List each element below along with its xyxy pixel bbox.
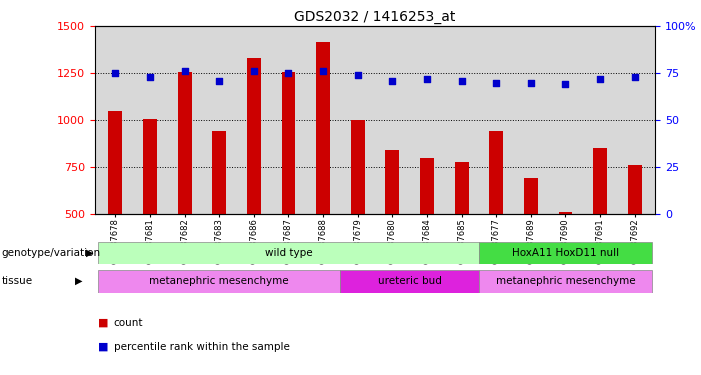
Point (283, 70, 294, 76)
Bar (247, 58, 261, 214)
Point (629, 74, 640, 80)
Bar (350, 120, 365, 214)
Bar (420, 158, 434, 214)
Bar (489, 131, 503, 214)
Point (387, 78, 398, 84)
Bar (479, 242, 652, 264)
Bar (143, 119, 157, 214)
Bar (282, 72, 295, 214)
Text: count: count (114, 318, 143, 327)
Text: HoxA11 HoxD11 null: HoxA11 HoxD11 null (512, 248, 619, 258)
Bar (593, 148, 607, 214)
Text: tissue: tissue (1, 276, 32, 286)
Point (179, 68, 190, 74)
Bar (98, 270, 341, 292)
Point (248, 68, 259, 74)
Point (421, 76, 433, 82)
Text: percentile rank within the sample: percentile rank within the sample (114, 342, 290, 352)
Bar (109, 111, 123, 214)
Bar (178, 72, 191, 214)
Point (491, 80, 502, 86)
Bar (524, 178, 538, 214)
Point (560, 81, 571, 87)
Title: GDS2032 / 1416253_at: GDS2032 / 1416253_at (294, 10, 456, 24)
Bar (316, 42, 330, 214)
Text: metanephric mesenchyme: metanephric mesenchyme (149, 276, 289, 286)
Point (352, 72, 363, 78)
Text: ureteric bud: ureteric bud (378, 276, 442, 286)
Text: ■: ■ (98, 342, 109, 352)
Bar (98, 242, 479, 264)
Bar (386, 150, 400, 214)
Point (144, 74, 156, 80)
Bar (559, 212, 572, 214)
Bar (212, 131, 226, 214)
Bar (627, 165, 641, 214)
Text: metanephric mesenchyme: metanephric mesenchyme (496, 276, 635, 286)
Bar (341, 270, 479, 292)
Text: ▶: ▶ (86, 248, 93, 258)
Text: wild type: wild type (265, 248, 313, 258)
Point (214, 78, 225, 84)
Text: ▶: ▶ (75, 276, 83, 286)
Point (456, 78, 467, 84)
Point (525, 80, 536, 86)
Point (318, 68, 329, 74)
Bar (455, 162, 468, 214)
Point (110, 70, 121, 76)
Point (594, 76, 606, 82)
Text: genotype/variation: genotype/variation (1, 248, 100, 258)
Text: ■: ■ (98, 318, 109, 327)
Bar (479, 270, 652, 292)
